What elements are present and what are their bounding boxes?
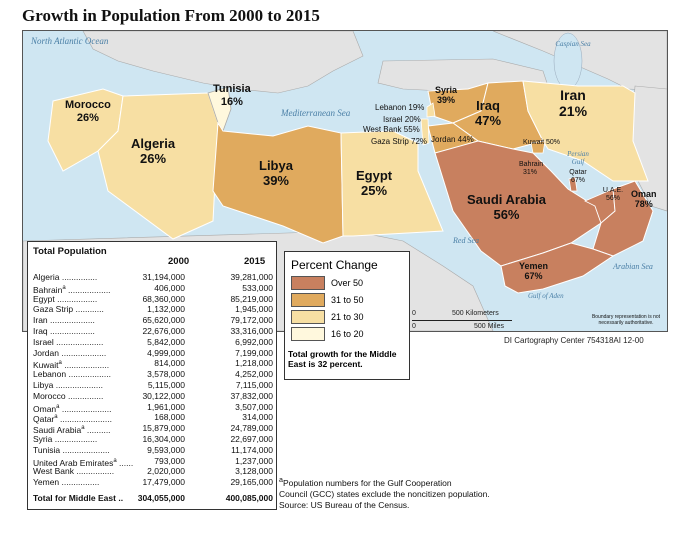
footnote: aPopulation numbers for the Gulf Coopera… <box>279 476 490 510</box>
table-row: Lebanon .................. 3,578,000 4,252… <box>33 369 273 380</box>
label-algeria: Algeria 26% <box>131 136 176 166</box>
label-syria: Syria 39% <box>435 85 458 106</box>
label-gulf-aden: Gulf of Aden <box>528 292 564 300</box>
label-red-sea: Red Sea <box>453 236 479 245</box>
table-row: United Arab Emiratesa ...... 793,000 1,237… <box>33 455 273 468</box>
label-uae: U.A.E. 56% <box>602 187 624 203</box>
label-jordan: Jordan 44% <box>431 135 474 144</box>
table-row: Kuwaita ................... 814,000 1,218,… <box>33 358 273 371</box>
label-westbank: West Bank 55% <box>363 125 420 134</box>
table-row: Israel .................... 5,842,000 6,99… <box>33 336 273 347</box>
table-header: Total Population <box>33 246 107 257</box>
label-iraq: Iraq 47% <box>475 98 502 128</box>
legend-swatch-31to50 <box>291 293 325 307</box>
country-libya <box>212 121 344 244</box>
table-total-row: Total for Middle East .. 304,055,000 400… <box>33 493 273 503</box>
legend-swatch-16to20 <box>291 327 325 341</box>
table-row: West Bank ................ 2,020,000 3,128… <box>33 466 273 477</box>
table-row: Morocco ............... 30,122,000 37,832,… <box>33 390 273 401</box>
country-yemen <box>500 242 615 294</box>
label-bahrain: Bahrain 31% <box>519 161 544 177</box>
col-2000: 2000 <box>168 256 190 267</box>
table-row: Iran ................... 65,620,000 79,172… <box>33 315 273 326</box>
country-israel <box>420 118 430 146</box>
legend-note: Total growth for the Middle East is 32 p… <box>288 349 397 370</box>
table-row: Algeria ............... 31,194,000 39,281,… <box>33 272 273 282</box>
legend-title: Percent Change <box>291 258 378 272</box>
label-morocco: Morocco 26% <box>65 99 111 124</box>
label-kuwait: Kuwait 50% <box>523 139 560 146</box>
country-egypt <box>340 130 444 237</box>
scale-zero-km: 0 <box>412 310 416 317</box>
scale-bar: 0 500 Kilometers 0 500 Miles <box>412 310 524 334</box>
legend: Percent Change Over 50 31 to 50 21 to 30… <box>284 251 410 380</box>
label-caspian: Caspian Sea <box>555 40 591 48</box>
table-row: Egypt ................. 68,360,000 85,219,… <box>33 293 273 304</box>
legend-swatch-over50 <box>291 276 325 290</box>
table-row: Bahraina .................. 406,000 533,00… <box>33 282 273 295</box>
scale-zero-mi: 0 <box>412 323 416 330</box>
table-row: Gaza Strip ............ 1,132,000 1,945,00… <box>33 304 273 315</box>
table-row: Iraq ................... 22,676,000 33,316… <box>33 326 273 336</box>
country-iran <box>522 80 649 182</box>
table-row: Yemen ................ 17,479,000 29,165,0… <box>33 477 273 488</box>
label-israel: Israel 20% <box>383 115 421 124</box>
label-mediterranean: Mediterranean Sea <box>281 108 351 118</box>
country-lebanon <box>426 102 436 118</box>
legend-item: Over 50 <box>291 276 409 290</box>
table-row: Omana ..................... 1,961,000 3,50… <box>33 401 273 414</box>
credit-text: DI Cartography Center 754318AI 12-00 <box>504 336 644 345</box>
legend-item: 31 to 50 <box>291 293 409 307</box>
col-2015: 2015 <box>244 256 266 267</box>
label-saudi: Saudi Arabia 56% <box>467 192 546 222</box>
label-qatar: Qatar 67% <box>569 169 587 185</box>
legend-item: 21 to 30 <box>291 310 409 324</box>
label-libya: Libya 39% <box>259 158 293 188</box>
table-row: Syria .................. 16,304,000 22,697… <box>33 434 273 444</box>
label-tunisia: Tunisia 16% <box>213 83 251 108</box>
label-gaza: Gaza Strip 72% <box>371 137 428 146</box>
label-persian-gulf: Persian Gulf <box>567 150 589 166</box>
legend-item: 16 to 20 <box>291 327 409 341</box>
scale-mi-label: 500 Miles <box>474 323 504 330</box>
table-row: Qatara ...................... 168,000 314,… <box>33 412 273 425</box>
label-iran: Iran 21% <box>559 87 588 120</box>
country-qatar <box>568 176 578 192</box>
label-lebanon: Lebanon 19% <box>375 103 425 112</box>
table-row: Saudi Arabiaa .......... 15,879,000 24,789… <box>33 423 273 436</box>
scale-line <box>412 320 512 321</box>
legend-swatch-21to30 <box>291 310 325 324</box>
label-north-atlantic: North Atlantic Ocean <box>31 36 109 46</box>
map-title: Growth in Population From 2000 to 2015 <box>22 6 320 25</box>
table-row: Tunisia .................... 9,593,000 11,… <box>33 444 273 455</box>
boundary-note: Boundary representation is not necessari… <box>591 314 661 326</box>
table-row: Libya .................... 5,115,000 7,115… <box>33 380 273 390</box>
table-row: Jordan ................... 4,999,000 7,199… <box>33 347 273 358</box>
label-arabian-sea: Arabian Sea <box>613 262 653 271</box>
label-egypt: Egypt 25% <box>356 168 393 198</box>
population-table: Total Population 2000 2015 Algeria .....… <box>27 241 277 510</box>
country-kuwait <box>530 140 546 154</box>
country-tunisia <box>207 86 232 132</box>
label-yemen: Yemen 67% <box>519 261 549 282</box>
label-oman: Oman 78% <box>631 189 657 210</box>
land-europe <box>82 31 364 94</box>
scale-km-label: 500 Kilometers <box>452 310 499 317</box>
